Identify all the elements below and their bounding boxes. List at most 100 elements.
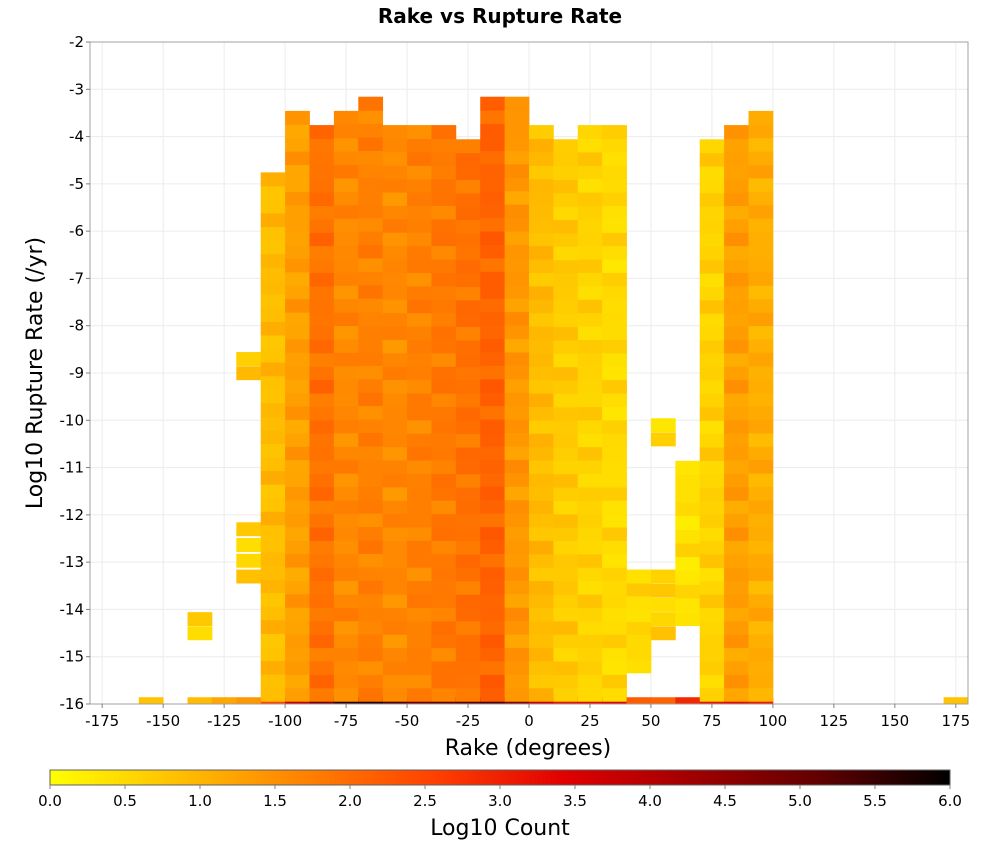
heatmap-cell: [529, 593, 554, 608]
heatmap-cell: [529, 620, 554, 635]
heatmap-cell: [553, 393, 579, 408]
heatmap-cell: [529, 299, 554, 314]
heatmap-cell: [480, 338, 506, 353]
heatmap-cell: [260, 335, 286, 350]
heatmap-cell: [699, 567, 725, 582]
heatmap-cell: [455, 607, 481, 622]
heatmap-cell: [748, 499, 774, 514]
heatmap-cell: [480, 513, 506, 528]
heatmap-cell: [529, 245, 554, 260]
heatmap-cell: [431, 393, 457, 407]
heatmap-cell: [504, 634, 530, 648]
y-tick-label: -8: [69, 317, 84, 335]
heatmap-cell: [382, 312, 408, 327]
heatmap-cell: [260, 294, 286, 309]
heatmap-cell: [529, 366, 554, 381]
chart-title: Rake vs Rupture Rate: [378, 4, 622, 28]
heatmap-cell: [309, 218, 335, 233]
heatmap-cell: [553, 206, 579, 221]
heatmap-cell: [431, 406, 457, 421]
heatmap-cell: [650, 697, 676, 705]
heatmap-cell: [407, 446, 432, 461]
heatmap-cell: [236, 697, 262, 705]
heatmap-cell: [480, 231, 506, 245]
heatmap-cell: [504, 311, 530, 326]
heatmap-cell: [358, 607, 384, 622]
heatmap-cell: [480, 311, 506, 326]
heatmap-cell: [407, 620, 432, 635]
heatmap-cell: [577, 245, 603, 260]
heatmap-cell: [577, 406, 603, 421]
heatmap-cell: [553, 286, 579, 301]
heatmap-cell: [529, 419, 554, 434]
heatmap-cell: [943, 697, 969, 705]
heatmap-cell: [699, 326, 725, 341]
heatmap-cell: [577, 272, 603, 287]
heatmap-cell: [455, 299, 481, 314]
heatmap-cell: [382, 232, 408, 247]
x-axis-ticks: -175 -150 -125 -100 -75 -50 -25 0 25 50 75 100 125 15…: [85, 704, 970, 730]
heatmap-cell: [553, 607, 579, 622]
heatmap-cell: [285, 392, 310, 407]
heatmap-cell: [553, 380, 579, 395]
heatmap-cell: [382, 259, 408, 273]
heatmap-cell: [285, 258, 310, 273]
x-tick-label: 150: [881, 712, 910, 730]
heatmap-cell: [553, 273, 579, 287]
colorbar-tick-label: 1.5: [263, 792, 287, 810]
heatmap-cell: [455, 246, 481, 261]
heatmap-cell: [260, 402, 286, 417]
heatmap-cell: [333, 218, 359, 233]
heatmap-cell: [382, 406, 408, 421]
heatmap-cell: [602, 647, 627, 662]
colorbar-gradient: [49, 769, 951, 786]
heatmap-cell: [724, 500, 749, 515]
heatmap-cell: [699, 634, 725, 649]
heatmap-cell: [626, 569, 652, 584]
heatmap-cell: [504, 647, 530, 662]
heatmap-cell: [577, 553, 603, 568]
heatmap-cell: [529, 272, 554, 287]
heatmap-cell: [553, 219, 579, 234]
heatmap-cell: [602, 406, 627, 421]
heatmap-cell: [333, 620, 359, 635]
heatmap-cell: [553, 192, 579, 207]
heatmap-cell: [577, 660, 603, 675]
heatmap-cell: [333, 392, 359, 407]
heatmap-cell: [431, 339, 457, 354]
heatmap-cell: [724, 178, 749, 193]
heatmap-cell: [748, 258, 774, 273]
heatmap-cell: [455, 286, 481, 301]
heatmap-cell: [675, 474, 701, 489]
heatmap-cell: [455, 179, 481, 194]
heatmap-cell: [529, 647, 554, 662]
heatmap-cell: [504, 123, 530, 138]
heatmap-cell: [504, 365, 530, 380]
heatmap-cell: [309, 299, 335, 314]
heatmap-cell: [748, 379, 774, 394]
heatmap-cell: [285, 446, 310, 461]
heatmap-cell: [480, 432, 506, 447]
heatmap-cell: [285, 137, 310, 152]
heatmap-cell: [431, 218, 457, 233]
heatmap-cell: [480, 365, 506, 380]
heatmap-cell: [333, 110, 359, 125]
heatmap-cell: [431, 232, 457, 247]
x-tick-label: -100: [268, 712, 302, 730]
heatmap-cell: [724, 352, 749, 367]
heatmap-cell: [431, 674, 457, 689]
heatmap-cell: [602, 634, 627, 649]
heatmap-cell: [577, 607, 603, 622]
heatmap-cell: [529, 125, 554, 140]
heatmap-cell: [333, 204, 359, 219]
heatmap-cell: [333, 258, 359, 273]
heatmap-cell: [236, 553, 262, 568]
heatmap-cell: [431, 259, 457, 273]
heatmap-cell: [382, 352, 408, 367]
heatmap-cell: [407, 218, 432, 233]
heatmap-cell: [480, 620, 506, 635]
heatmap-cell: [529, 379, 554, 394]
heatmap-cell: [309, 245, 335, 260]
heatmap-cell: [650, 583, 676, 598]
heatmap-cell: [529, 540, 554, 555]
